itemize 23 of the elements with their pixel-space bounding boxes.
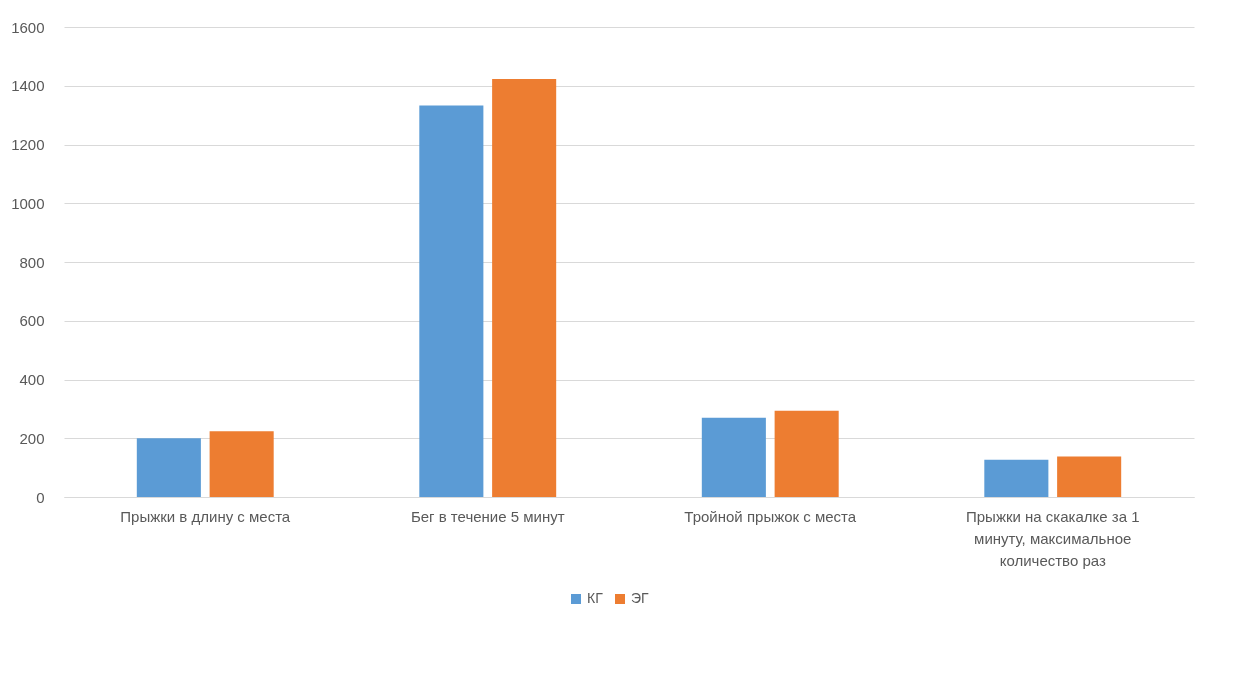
bar	[774, 410, 839, 497]
bar	[209, 431, 274, 497]
y-tick-label: 600	[19, 312, 45, 330]
bar	[136, 438, 201, 497]
x-tick-label: Тройной прыжок с места	[684, 507, 857, 525]
bar	[419, 105, 484, 497]
legend-label: КГ	[587, 590, 604, 606]
y-tick-label: 1600	[11, 18, 45, 36]
bar	[492, 78, 557, 497]
y-tick-label: 0	[36, 488, 45, 506]
x-tick-label: Бег в течение 5 минут	[410, 507, 565, 525]
y-tick-label: 200	[19, 429, 45, 447]
y-tick-label: 1200	[11, 136, 45, 153]
y-tick-label: 400	[19, 371, 45, 388]
y-tick-label: 800	[19, 253, 45, 271]
x-tick-label: Прыжки в длину с места	[120, 507, 291, 525]
x-tick-label: Прыжки на скакалке за 1 минуту, максимальное количество раз	[965, 507, 1140, 569]
y-tick-label: 1000	[11, 194, 45, 212]
bar	[701, 417, 766, 497]
bar	[1057, 456, 1122, 497]
legend-label: ЭГ	[631, 590, 650, 606]
y-tick-label: 1400	[11, 77, 45, 95]
bar	[984, 459, 1049, 497]
